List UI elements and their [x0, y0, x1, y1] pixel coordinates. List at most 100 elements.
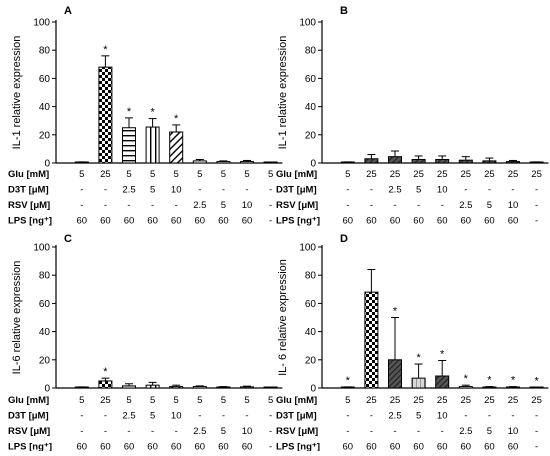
panel-d-condition-cell: 5 — [345, 395, 350, 406]
panel-a-y-tick-label: 0 — [44, 159, 50, 170]
panel-c-bar — [240, 386, 254, 389]
panel-c-condition-cell: 5 — [268, 395, 273, 406]
panel-b-row-label: LPS [ng⁺] — [276, 216, 320, 227]
panel-b-condition-cell: 60 — [484, 216, 495, 227]
panel-d-significance-star: * — [416, 352, 421, 364]
panel-d-row-label: LPS [ng⁺] — [276, 442, 320, 452]
panel-c-condition-cell: 5 — [221, 426, 226, 437]
panel-d-condition-cell: - — [370, 426, 373, 437]
panel-b-condition-cell: 25 — [413, 169, 424, 180]
panel-a-significance-star: * — [150, 107, 155, 119]
panel-b-condition-cell: - — [346, 200, 349, 211]
panel-a-significance-star: * — [127, 106, 132, 118]
panel-b-condition-cell: - — [441, 200, 444, 211]
panel-b-condition-cell: - — [535, 185, 538, 196]
panel-a-condition-cell: 5 — [150, 185, 155, 196]
panel-b-condition-cell: 25 — [461, 169, 472, 180]
panel-d-condition-cell: 60 — [484, 442, 495, 452]
panel-c-condition-cell: - — [80, 426, 83, 437]
panel-b-y-tick-label: 40 — [305, 102, 317, 113]
panel-b-condition-cell: - — [464, 185, 467, 196]
panel-d-bar — [364, 291, 379, 389]
panel-b-condition-cell: 25 — [484, 169, 495, 180]
panel-d-condition-cell: 10 — [437, 411, 448, 422]
panel-b-bar — [506, 161, 520, 164]
panel-b-condition-cell: - — [511, 185, 514, 196]
panel-d-bar — [388, 359, 402, 389]
panel-a-condition-cell: 2.5 — [193, 200, 206, 211]
panel-a-bar — [169, 131, 184, 164]
panel-b-condition-cell: 5 — [487, 200, 492, 211]
panel-b-bar — [435, 158, 450, 164]
panel-d-condition-cell: 25 — [390, 395, 401, 406]
panel-b-condition-cell: 10 — [508, 200, 519, 211]
panel-d-y-tick-label: 40 — [305, 327, 317, 338]
panel-b-condition-cell: - — [488, 185, 491, 196]
panel-b-condition-cell: 60 — [390, 216, 401, 227]
panel-b-condition-cell: 60 — [343, 216, 354, 227]
panel-c-bar — [122, 385, 136, 389]
panel-a-condition-cell: 5 — [244, 169, 249, 180]
panel-c-condition-cell: 60 — [242, 442, 253, 452]
panel-d-significance-star: * — [487, 375, 492, 387]
panel-d-letter: D — [340, 233, 348, 245]
panel-c-letter: C — [64, 233, 72, 245]
panel-b-condition-cell: - — [370, 185, 373, 196]
panel-d-significance-star: * — [393, 306, 398, 318]
panel-c-condition-cell: 5 — [150, 395, 155, 406]
panel-d-y-axis-label: IL- 6 relative expression — [277, 259, 289, 376]
panel-a-y-tick-label: 60 — [39, 74, 51, 85]
panel-b-condition-cell: 2.5 — [459, 200, 472, 211]
panel-a-condition-cell: 60 — [77, 216, 88, 227]
panel-d-significance-star: * — [511, 375, 516, 387]
panel-c-y-tick-label: 20 — [39, 355, 51, 366]
panel-a-significance-star: * — [174, 113, 179, 125]
panel-d-condition-cell: - — [417, 426, 420, 437]
panel-d-condition-cell: - — [535, 411, 538, 422]
panel-c-condition-cell: - — [127, 426, 130, 437]
panel-d-condition-cell: 5 — [487, 426, 492, 437]
panel-d-condition-cell: 60 — [508, 442, 519, 452]
panel-d-condition-cell: - — [511, 411, 514, 422]
panel-b-condition-cell: - — [535, 216, 538, 227]
panel-a-condition-cell: 5 — [174, 169, 179, 180]
panel-a-condition-cell: 5 — [221, 169, 226, 180]
panel-d-row-label: RSV [μM] — [276, 426, 318, 437]
panel-a-condition-cell: - — [245, 185, 248, 196]
panel-b-y-tick-label: 0 — [310, 159, 316, 170]
panel-b-condition-cell: 60 — [413, 216, 424, 227]
panel-c-condition-cell: 5 — [197, 395, 202, 406]
panel-c-condition-cell: 60 — [77, 442, 88, 452]
panel-c-condition-cell: 5 — [174, 395, 179, 406]
panel-b-bar — [388, 156, 402, 164]
panel-a-condition-cell: 2.5 — [122, 185, 135, 196]
panel-c-condition-cell: 60 — [100, 442, 111, 452]
panel-a-bar — [98, 66, 113, 164]
panel-a-row-label: D3T [μM] — [8, 185, 49, 196]
panel-b-row-label: D3T [μM] — [276, 185, 317, 196]
panel-b-bar — [482, 160, 497, 164]
panel-d-condition-cell: - — [488, 411, 491, 422]
panel-b-y-axis-label: IL-1 relative expression — [277, 36, 289, 150]
panel-b-condition-cell: 5 — [345, 169, 350, 180]
panel-d-condition-cell: 10 — [508, 426, 519, 437]
panel-b-condition-cell: 25 — [437, 169, 448, 180]
panel-a-condition-cell: - — [80, 185, 83, 196]
panel-a-condition-cell: - — [269, 185, 272, 196]
panel-c-condition-cell: 60 — [195, 442, 206, 452]
panel-a-condition-cell: 10 — [242, 200, 253, 211]
panel-b-y-tick-label: 80 — [305, 46, 317, 57]
panel-c-condition-cell: - — [175, 426, 178, 437]
panel-c-condition-cell: 60 — [147, 442, 158, 452]
panel-c-condition-cell: - — [245, 411, 248, 422]
panel-c-condition-cell: 25 — [100, 395, 111, 406]
panel-d-condition-cell: 60 — [437, 442, 448, 452]
panel-c-condition-cell: 5 — [244, 395, 249, 406]
panel-d-y-tick-label: 60 — [305, 299, 317, 310]
panel-b-condition-cell: - — [417, 200, 420, 211]
panel-b-bar — [411, 158, 426, 164]
panel-a-condition-cell: 5 — [126, 169, 131, 180]
panel-b-condition-cell: 60 — [461, 216, 472, 227]
panel-d-condition-cell: 60 — [413, 442, 424, 452]
